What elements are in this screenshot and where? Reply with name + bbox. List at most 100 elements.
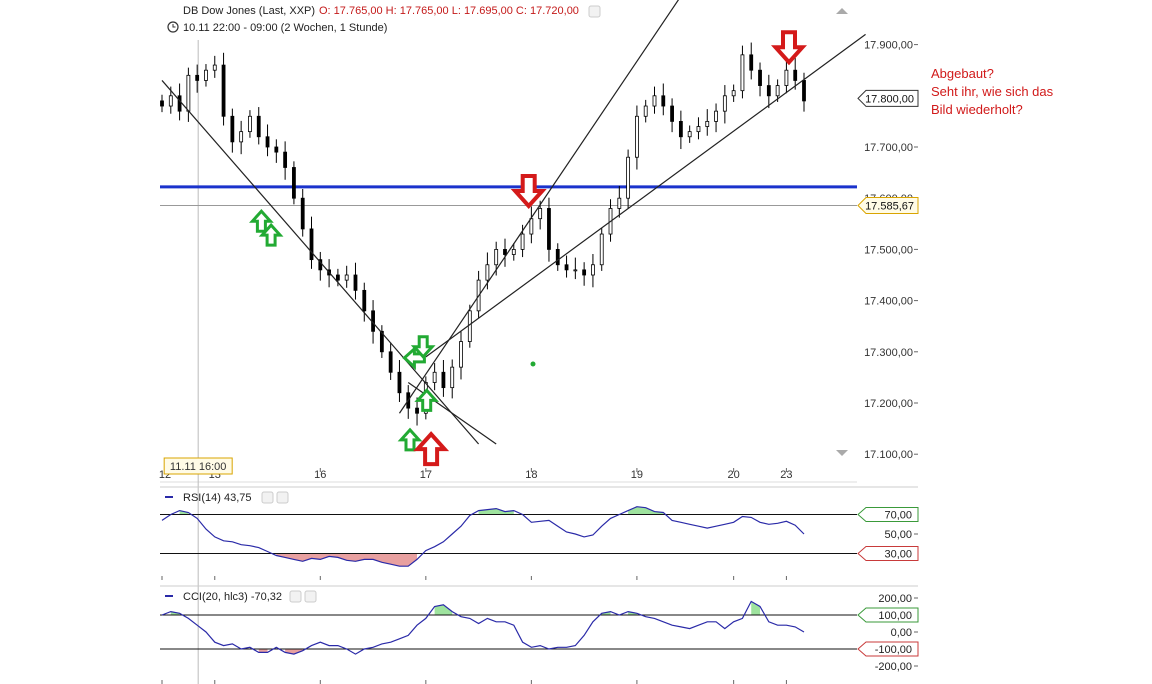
candle-body — [802, 80, 806, 102]
candle-body — [643, 105, 648, 117]
candle-body — [450, 366, 455, 389]
rsi-overbought-fill — [628, 506, 664, 515]
cci-tick-label: -100,00 — [875, 644, 912, 656]
candle-body — [766, 85, 771, 97]
candle-body — [661, 95, 666, 107]
candle-body — [494, 248, 499, 266]
arrow-down-icon — [410, 335, 436, 359]
candle-body — [503, 248, 507, 255]
rsi-legend-label: RSI(14) 43,75 — [183, 492, 251, 504]
candle-body — [775, 85, 780, 97]
cci-tick-label: -200,00 — [875, 661, 912, 673]
candle-body — [696, 126, 701, 133]
header-settings-icon[interactable] — [588, 5, 601, 18]
chart-header: DB Dow Jones (Last, XXP) O: 17.765,00 H:… — [167, 5, 848, 456]
candle-body — [283, 151, 288, 168]
cci-legend-label: CCI(20, hlc3) -70,32 — [183, 591, 282, 603]
arrow-up-icon — [413, 431, 450, 467]
candle-body — [195, 74, 200, 81]
candle-body — [705, 121, 710, 127]
time-tick-label: 17 — [420, 469, 432, 481]
level-price-tag — [857, 197, 919, 215]
cci-settings-icon[interactable] — [289, 590, 302, 603]
rsi-level-tag — [857, 546, 919, 561]
time-tick-label: 16 — [314, 469, 326, 481]
rsi-panel: RSI(14) 43,75 70,00 50,00 30,00 — [160, 486, 919, 580]
candle-body — [467, 310, 472, 342]
candle-body — [221, 64, 226, 117]
scroll-down-icon[interactable] — [836, 450, 848, 456]
cci-panel: CCI(20, hlc3) -70,32 200,00 100,00 0,00 -100… — [160, 585, 919, 684]
arrow-down-icon — [510, 174, 547, 209]
candle-body — [678, 121, 683, 138]
candle-body — [353, 274, 358, 291]
instrument-title: DB Dow Jones (Last, XXP) — [183, 5, 315, 17]
price-tick-label: 17.700,00 — [864, 142, 913, 154]
cci-level-tag — [857, 641, 919, 657]
candle-body — [265, 136, 270, 148]
candle-body — [485, 264, 490, 281]
candle-body — [714, 110, 718, 122]
candle-body — [168, 95, 173, 107]
scroll-up-icon[interactable] — [836, 8, 848, 14]
cci-series-line — [161, 600, 805, 655]
candle-body — [758, 69, 762, 86]
clock-icon — [167, 21, 179, 33]
price-tick-label: 17.300,00 — [864, 347, 913, 359]
candle-body — [256, 115, 261, 138]
annotation-line-1: Abgebaut? — [931, 66, 994, 81]
cci-close-icon[interactable] — [304, 590, 317, 603]
candle-body — [388, 351, 393, 373]
rsi-legend-swatch — [165, 496, 173, 498]
candle-body — [626, 156, 631, 199]
candle-body — [538, 208, 543, 220]
rsi-level-tag — [857, 507, 919, 522]
candle-body — [749, 54, 754, 71]
green-dot-marker — [530, 361, 536, 367]
candle-body — [397, 371, 402, 394]
rsi-close-icon[interactable] — [276, 491, 289, 504]
annotation-line-2: Seht ihr, wie sich das — [931, 84, 1054, 99]
candle-body — [582, 269, 587, 276]
current-price-label: 17.800,00 — [865, 93, 914, 105]
cci-tick-label: 200,00 — [878, 593, 912, 605]
candle-body — [635, 115, 639, 158]
arrow-up-icon — [397, 427, 423, 452]
candle-body — [652, 95, 657, 107]
candle-body — [529, 218, 534, 235]
candle-body — [591, 264, 595, 276]
cci-legend-swatch — [165, 595, 173, 597]
trendline — [425, 33, 866, 358]
time-tick-label: 23 — [780, 469, 792, 481]
price-tick-label: 17.100,00 — [864, 449, 913, 461]
time-tick-label: 18 — [525, 469, 537, 481]
candle-body — [599, 233, 604, 266]
time-tick-label: 19 — [631, 469, 643, 481]
candle-body — [186, 74, 191, 112]
rsi-series-line — [161, 506, 805, 567]
candle-body — [362, 289, 367, 312]
price-tick-label: 17.900,00 — [864, 40, 913, 52]
cci-tick-label: 100,00 — [878, 610, 912, 622]
annotation-note: Abgebaut? Seht ihr, wie sich das Bild wi… — [931, 66, 1054, 117]
candle-body — [274, 146, 279, 153]
candle-body — [212, 64, 217, 71]
crosshair-time-tag — [163, 457, 233, 475]
cci-overbought-fill — [434, 604, 453, 615]
candle-body — [160, 100, 164, 107]
candle-body — [335, 274, 340, 281]
rsi-tick-label: 50,00 — [884, 529, 912, 541]
candle-body — [230, 115, 235, 143]
candle-body — [564, 264, 569, 271]
arrow-down-icon — [771, 30, 807, 66]
ohlc-readout: O: 17.765,00 H: 17.765,00 L: 17.695,00 C… — [319, 5, 579, 17]
rsi-settings-icon[interactable] — [261, 491, 274, 504]
candle-body — [670, 105, 674, 122]
rsi-tick-label: 30,00 — [884, 549, 912, 561]
candle-body — [292, 167, 296, 199]
candle-body — [309, 228, 314, 261]
candle-body — [547, 208, 551, 250]
arrow-up-icon — [258, 222, 284, 247]
cci-level-tag — [857, 607, 919, 623]
arrow-up-icon — [249, 208, 274, 233]
